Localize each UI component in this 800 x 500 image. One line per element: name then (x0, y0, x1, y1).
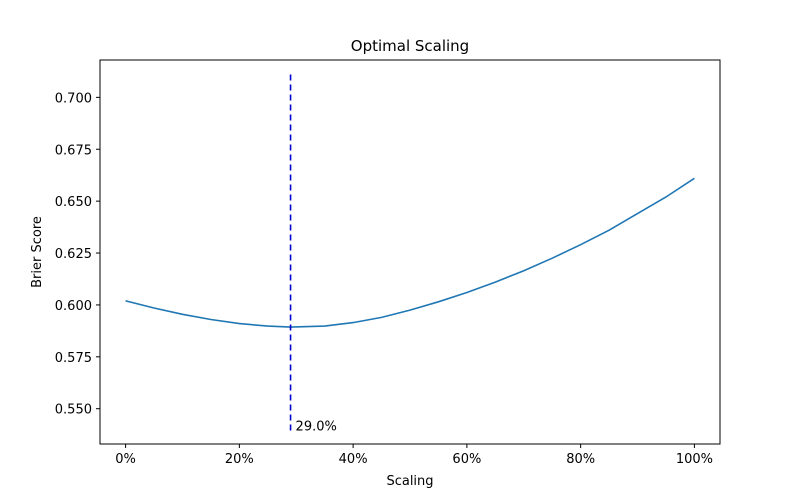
y-tick-label: 0.675 (55, 143, 92, 158)
y-tick-label: 0.650 (55, 195, 92, 210)
x-tick-label: 60% (452, 452, 481, 467)
x-tick-label: 80% (566, 452, 595, 467)
y-tick-label: 0.575 (55, 351, 92, 366)
x-tick-label: 20% (225, 452, 254, 467)
x-tick-label: 100% (676, 452, 713, 467)
series-line (125, 177, 695, 328)
x-axis: 0% 20% 40% 60% 80% 100% (115, 444, 713, 467)
x-tick-label: 0% (115, 452, 136, 467)
y-axis-label: Brier Score (30, 216, 45, 288)
y-axis: 0.550 0.575 0.600 0.625 0.650 0.675 0.700 (55, 91, 100, 418)
optimal-scaling-label: 29.0% (296, 420, 337, 435)
y-tick-label: 0.550 (55, 403, 92, 418)
y-tick-label: 0.625 (55, 247, 92, 262)
y-tick-label: 0.700 (55, 91, 92, 106)
x-axis-label: Scaling (386, 474, 433, 489)
chart-title: Optimal Scaling (351, 37, 469, 55)
y-tick-label: 0.600 (55, 299, 92, 314)
plot-area (99, 59, 721, 445)
x-tick-label: 40% (339, 452, 368, 467)
